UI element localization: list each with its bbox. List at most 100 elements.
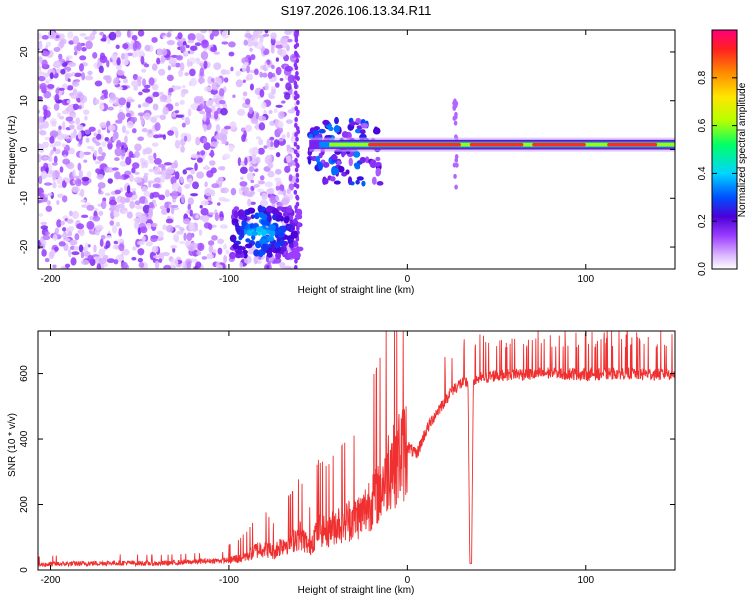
spectrogram-cell [248,106,254,115]
spectrogram-cell [79,32,87,37]
spectrogram-cell [83,151,91,155]
spectrogram-cell [135,211,143,218]
spectrogram-cell [80,259,90,266]
spectrogram-cluster-cell [266,251,273,258]
spectrogram-band-cell [333,180,341,185]
spectrogram-stripe-cell [294,34,299,40]
spectrogram-cell [207,76,213,85]
spectrogram-cell [133,217,141,223]
spectrogram-cell [66,100,71,104]
spectrogram-cell [95,141,101,146]
spectrogram-cell [278,184,285,192]
spectrogram-cell [130,188,137,192]
spectrogram-cell [174,110,180,114]
spectrogram-cell [80,199,87,203]
spectrogram-cell [288,174,293,182]
spectrogram-cell [124,52,129,61]
spectrogram-cell [264,181,273,188]
spectrogram-cell [250,190,256,196]
spectrogram-cluster-cell [243,252,248,259]
spectrogram-band-cell [359,129,366,135]
spectrogram-cluster-cell [272,213,278,221]
spectrogram-cell [126,99,135,103]
spectrogram-cell [166,74,174,82]
spectrogram-cell [116,239,124,243]
spectrogram-cell [203,60,208,70]
spectrogram-cell [224,69,231,75]
spectrogram-cluster-cell [267,236,275,242]
colorbar-tick-label: 0.8 [697,70,708,84]
spectrogram-cell [230,187,237,196]
spectrogram-cell [253,255,258,265]
spectrogram-cell [183,135,188,142]
spectrogram-band-cell [317,161,324,171]
spectrogram-cell [113,210,120,218]
snr-line [38,331,675,568]
spectrogram-cell [190,242,197,247]
spectrogram-cell [251,146,259,155]
spectrogram-cluster-cell [265,205,274,214]
spectrogram-cell [162,106,169,115]
spectrogram-cell [259,89,265,98]
spectrogram-cell [114,30,122,38]
spectrogram-cluster-cell [276,206,283,211]
spectrogram-stripe-cell [294,105,299,111]
spectrogram-cell [170,206,175,215]
spectrogram-cell [42,156,51,160]
spectrogram-stripe-cell [293,80,298,86]
spectrogram-cell [67,78,71,83]
spectrogram-cell [240,176,244,180]
spectrogram-cell [58,53,63,60]
spectrogram-cell [76,124,84,131]
spectrogram-cell [118,243,125,252]
spectrogram-cell [152,134,160,139]
spectrogram-stripe-cell [454,157,459,163]
spectrogram-cell [270,32,277,40]
spectrogram-cell [243,61,249,66]
spectrogram-y-tick-label: 20 [19,46,30,58]
spectrogram-cell [115,44,120,50]
spectrogram-cell [221,41,229,45]
spectrogram-cell [97,129,101,135]
spectrogram-cell [156,230,164,235]
spectrogram-cell [174,224,181,229]
spectrogram-cell [156,57,161,65]
spectrogram-band-peak [368,142,461,147]
spectrogram-stripe-cell [294,122,298,128]
snr-x-tick-label: -200 [40,575,60,586]
spectrogram-cell [72,103,79,111]
spectrogram-stripe-cell [295,42,300,48]
spectrogram-cell [54,148,61,155]
spectrogram-cluster-cell [275,252,282,260]
spectrogram-cell [81,46,87,52]
spectrogram-cluster-cell [276,214,283,220]
spectrogram-cell [223,255,228,264]
spectrogram-cell [156,48,163,56]
spectrogram-stripe-cell [453,114,458,120]
spectrogram-cell [207,223,213,231]
spectrogram-cell [187,108,192,117]
spectrogram-cluster-cell [235,224,241,233]
spectrogram-cell [220,107,228,116]
spectrogram-cell [281,133,286,140]
spectrogram-band-cell [333,167,340,175]
spectrogram-cell [87,70,93,76]
spectrogram-cell [73,51,78,56]
spectrogram-cell [103,89,108,98]
spectrogram-cell [176,41,183,47]
spectrogram-cell [190,77,197,87]
spectrogram-band-cell [345,169,350,175]
spectrogram-cell [261,198,267,207]
spectrogram-cell [143,190,151,197]
spectrogram-cell [84,242,89,252]
spectrogram-cluster-cell [250,214,255,219]
spectrogram-cell [44,231,50,236]
spectrogram-cell [44,257,50,263]
spectrogram-cell [108,200,118,206]
spectrogram-cell [201,214,210,223]
spectrogram-cell [212,94,219,99]
spectrogram-cell [199,205,203,209]
spectrogram-cell [131,167,136,174]
spectrogram-cell [170,244,178,249]
spectrogram-cell [67,231,73,237]
